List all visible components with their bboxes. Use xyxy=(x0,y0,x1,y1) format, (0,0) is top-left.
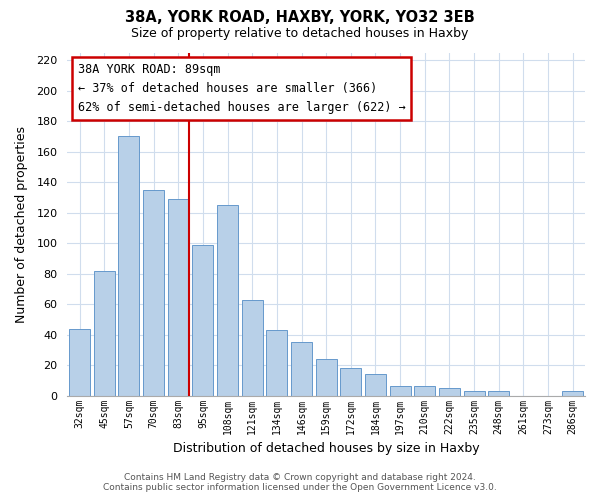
Bar xyxy=(414,386,435,396)
Bar xyxy=(217,205,238,396)
Bar xyxy=(143,190,164,396)
Bar xyxy=(266,330,287,396)
Bar xyxy=(439,388,460,396)
Bar xyxy=(389,386,410,396)
Bar xyxy=(118,136,139,396)
Bar xyxy=(562,391,583,396)
Bar xyxy=(193,244,214,396)
Text: Contains HM Land Registry data © Crown copyright and database right 2024.
Contai: Contains HM Land Registry data © Crown c… xyxy=(103,473,497,492)
Bar xyxy=(94,270,115,396)
Bar xyxy=(168,199,189,396)
Bar xyxy=(340,368,361,396)
Bar xyxy=(291,342,312,396)
X-axis label: Distribution of detached houses by size in Haxby: Distribution of detached houses by size … xyxy=(173,442,479,455)
Bar xyxy=(488,391,509,396)
Bar xyxy=(242,300,263,396)
Bar xyxy=(69,328,90,396)
Text: Size of property relative to detached houses in Haxby: Size of property relative to detached ho… xyxy=(131,28,469,40)
Bar xyxy=(365,374,386,396)
Bar xyxy=(464,391,485,396)
Text: 38A YORK ROAD: 89sqm
← 37% of detached houses are smaller (366)
62% of semi-deta: 38A YORK ROAD: 89sqm ← 37% of detached h… xyxy=(77,63,406,114)
Bar xyxy=(316,359,337,396)
Y-axis label: Number of detached properties: Number of detached properties xyxy=(15,126,28,322)
Text: 38A, YORK ROAD, HAXBY, YORK, YO32 3EB: 38A, YORK ROAD, HAXBY, YORK, YO32 3EB xyxy=(125,10,475,25)
